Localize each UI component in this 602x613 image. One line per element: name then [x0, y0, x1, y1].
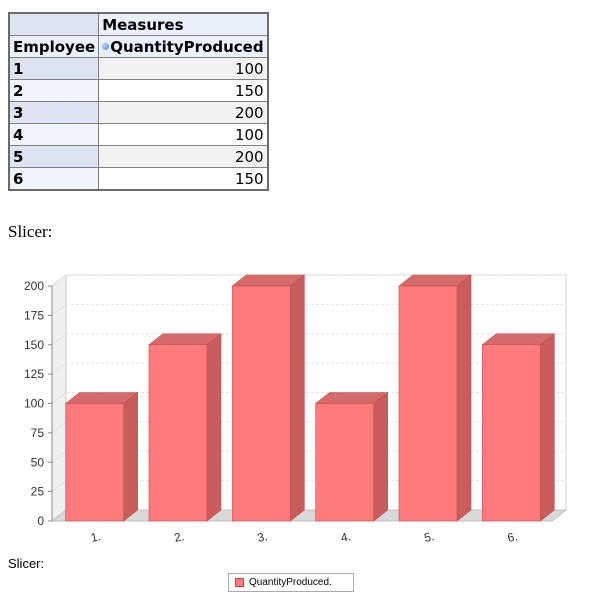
bar	[398, 285, 458, 522]
table-row: 6 150	[8, 167, 269, 191]
gridline-side	[51, 274, 67, 287]
legend-swatch	[235, 578, 244, 587]
y-tick-label: 125	[24, 367, 44, 381]
employee-cell[interactable]: 3	[8, 101, 100, 124]
bar	[65, 403, 124, 522]
value-cell: 100	[98, 123, 269, 146]
x-tick-label: 5.	[423, 529, 436, 545]
slicer-label-top: Slicer:	[8, 222, 53, 241]
value-cell: 100	[98, 57, 269, 80]
employee-cell[interactable]: 1	[8, 57, 100, 80]
measure-dot-icon	[102, 42, 110, 50]
table-row: 3 200	[8, 101, 269, 124]
gridline-side	[51, 450, 67, 463]
bar-chart: 0 25 50 75 100 125 150 175 200 1. 2. 3. 4. 5. 6.	[24, 273, 568, 545]
measures-header[interactable]: Measures	[98, 12, 269, 36]
pivot-header-row: Measures	[8, 12, 269, 36]
employee-cell[interactable]: 5	[8, 145, 100, 168]
bar	[315, 403, 374, 522]
y-tick-label: 150	[24, 338, 44, 352]
bar	[148, 344, 208, 522]
pivot-table: Measures Employee QuantityProduced 1 100…	[8, 12, 269, 191]
value-cell: 150	[98, 79, 269, 102]
gridline-side	[51, 362, 67, 375]
quantity-produced-header[interactable]: QuantityProduced	[98, 35, 269, 58]
employee-cell[interactable]: 2	[8, 79, 100, 102]
gridline-side	[51, 480, 67, 493]
y-tick-label: 25	[31, 485, 45, 499]
y-tick-label: 0	[37, 514, 44, 528]
employee-cell[interactable]: 6	[8, 167, 100, 191]
table-row: 4 100	[8, 123, 269, 146]
pivot-column-header-row: Employee QuantityProduced	[8, 35, 269, 58]
quantity-produced-label: QuantityProduced	[110, 37, 264, 56]
table-row: 5 200	[8, 145, 269, 168]
value-cell: 200	[98, 145, 269, 168]
gridline-side	[51, 333, 67, 346]
legend-label: QuantityProduced.	[249, 577, 332, 588]
value-cell: 150	[98, 167, 269, 191]
bar	[232, 285, 291, 522]
y-tick-label: 50	[31, 455, 45, 469]
y-tick-label: 75	[31, 426, 45, 440]
x-tick-label: 2.	[173, 529, 186, 545]
bar-side	[290, 274, 305, 522]
y-tick-label: 200	[24, 279, 44, 293]
gridline-side	[51, 303, 67, 316]
table-row: 1 100	[8, 57, 269, 80]
employee-cell[interactable]: 4	[8, 123, 100, 146]
chart-legend: QuantityProduced.	[228, 573, 354, 592]
y-tick-label: 175	[24, 308, 44, 322]
gridline-side	[51, 421, 67, 434]
slicer-label-bottom: Slicer:	[8, 556, 45, 571]
value-cell: 200	[98, 101, 269, 124]
bar-side	[123, 391, 138, 522]
bar-side	[206, 333, 222, 522]
y-tick-label: 100	[24, 397, 44, 411]
bar	[482, 344, 541, 522]
x-tick-label: 6.	[506, 529, 519, 545]
bar-side	[373, 391, 388, 522]
bar-side	[540, 333, 555, 522]
x-tick-label: 4.	[339, 529, 352, 545]
x-tick-label: 3.	[256, 529, 269, 545]
bar-side	[456, 274, 472, 522]
employee-header[interactable]: Employee	[8, 35, 100, 58]
pivot-corner-cell	[8, 12, 100, 36]
table-row: 2 150	[8, 79, 269, 102]
x-tick-label: 1.	[89, 529, 102, 545]
gridline-side	[51, 392, 67, 404]
